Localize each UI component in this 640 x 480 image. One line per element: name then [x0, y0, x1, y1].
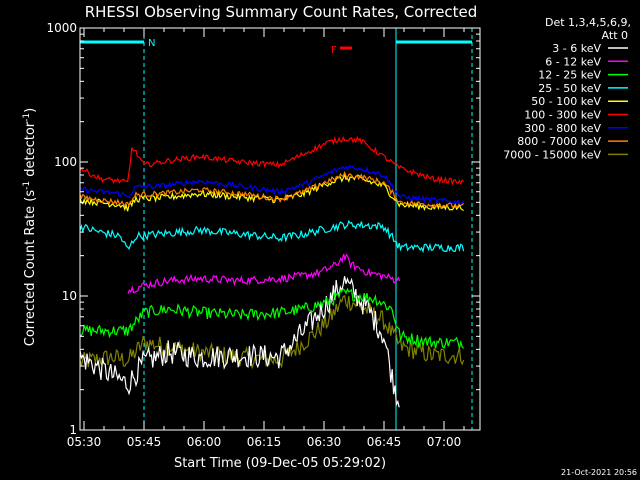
legend-header-detectors: Det 1,3,4,5,6,9, — [545, 16, 631, 29]
axes: 1 10 100 1000 05:30 05:45 06:00 06:15 06:30 06:45… — [46, 21, 481, 449]
plot-frame — [79, 27, 481, 431]
x-tick-label: 06:15 — [247, 435, 282, 449]
legend-label: 800 - 7000 keV — [517, 135, 601, 148]
y-axis-label-exp1: -1 — [22, 181, 32, 190]
y-axis-label-mid: detector — [23, 121, 38, 181]
y-axis-label: Corrected Count Rate (s-1 detector-1) — [22, 108, 38, 346]
x-tick-label: 05:30 — [67, 435, 102, 449]
y-axis-label-main: Corrected Count Rate (s — [23, 190, 38, 347]
legend-label: 25 - 50 keV — [538, 82, 601, 95]
y-tick-label: 1 — [69, 423, 77, 437]
legend-header-attenuator: Att 0 — [602, 29, 628, 42]
night-marker: N — [148, 38, 155, 49]
x-tick-label: 06:45 — [367, 435, 402, 449]
y-axis-label-end: ) — [23, 108, 38, 113]
series-line-9 — [79, 294, 465, 370]
legend-label: 7000 - 15000 keV — [503, 148, 601, 161]
x-axis-label: Start Time (09-Dec-05 05:29:02) — [174, 456, 386, 471]
y-axis-label-exp2: -1 — [22, 113, 32, 122]
legend-label: 12 - 25 keV — [538, 69, 601, 82]
series-line-3 — [79, 287, 465, 349]
legend-label: 50 - 100 keV — [531, 95, 601, 108]
series-line-8 — [79, 170, 465, 209]
y-tick-label: 10 — [62, 289, 77, 303]
flare-marker: F — [331, 45, 337, 56]
legend-label: 100 - 300 keV — [524, 109, 601, 122]
series-line-2 — [127, 253, 401, 294]
x-tick-label: 05:45 — [127, 435, 162, 449]
chart-title: RHESSI Observing Summary Count Rates, Co… — [85, 3, 478, 21]
legend-label: 3 - 6 keV — [552, 42, 601, 55]
plot-area: NF — [79, 28, 473, 430]
x-tick-label: 06:00 — [187, 435, 222, 449]
y-tick-label: 1000 — [46, 21, 77, 35]
series-line-4 — [79, 219, 465, 254]
series-line-6 — [79, 135, 465, 186]
x-tick-label: 07:00 — [427, 435, 462, 449]
series-line-1 — [79, 276, 400, 408]
legend-label: 300 - 800 keV — [524, 122, 601, 135]
y-tick-label: 100 — [54, 155, 77, 169]
x-tick-label: 06:30 — [307, 435, 342, 449]
timestamp: 21-Oct-2021 20:56 — [561, 468, 637, 477]
legend-label: 6 - 12 keV — [545, 55, 601, 68]
series-line-7 — [79, 165, 465, 206]
